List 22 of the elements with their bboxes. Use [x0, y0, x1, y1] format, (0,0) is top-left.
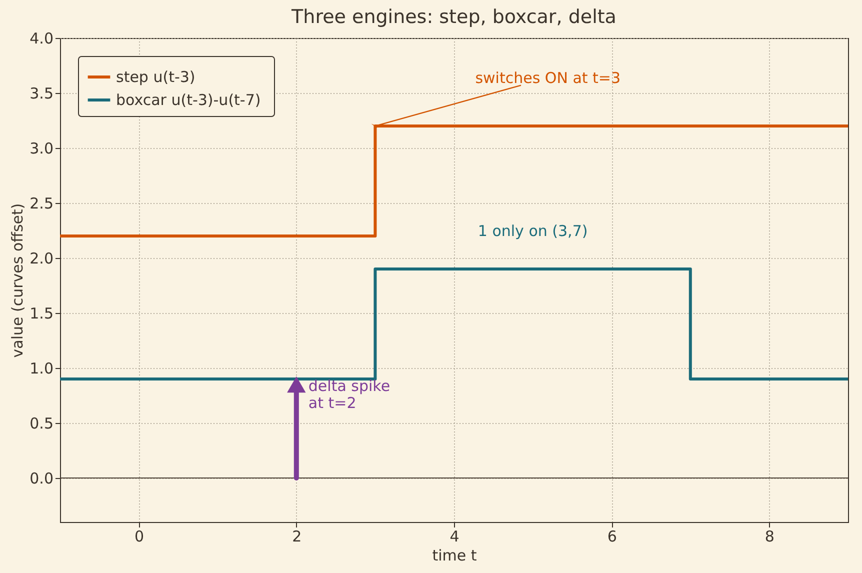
y-tick-label: 4.0 — [30, 30, 54, 48]
y-tick-label: 0.5 — [30, 414, 54, 432]
x-axis-title: time t — [432, 546, 477, 564]
y-tick-label: 1.0 — [30, 360, 54, 378]
x-tick-label: 8 — [764, 528, 774, 546]
annotation: switches ON at t=3 — [475, 69, 621, 87]
y-tick-label: 3.5 — [30, 84, 54, 102]
y-tick-label: 1.5 — [30, 304, 54, 322]
y-tick-label: 0.0 — [30, 470, 54, 488]
y-tick-label: 2.5 — [30, 194, 54, 212]
legend-label: boxcar u(t-3)-u(t-7) — [116, 91, 261, 109]
y-tick-label: 3.0 — [30, 140, 54, 158]
annotation: 1 only on (3,7) — [478, 222, 588, 240]
chart-title: Three engines: step, boxcar, delta — [290, 6, 616, 28]
x-tick-label: 0 — [134, 528, 144, 546]
y-axis-title: value (curves offset) — [8, 203, 27, 358]
legend-label: step u(t-3) — [116, 68, 196, 86]
y-tick-label: 2.0 — [30, 250, 54, 268]
x-tick-label: 6 — [607, 528, 617, 546]
annotation: delta spike at t=2 — [308, 377, 390, 412]
x-tick-label: 2 — [292, 528, 302, 546]
x-tick-label: 4 — [450, 528, 460, 546]
